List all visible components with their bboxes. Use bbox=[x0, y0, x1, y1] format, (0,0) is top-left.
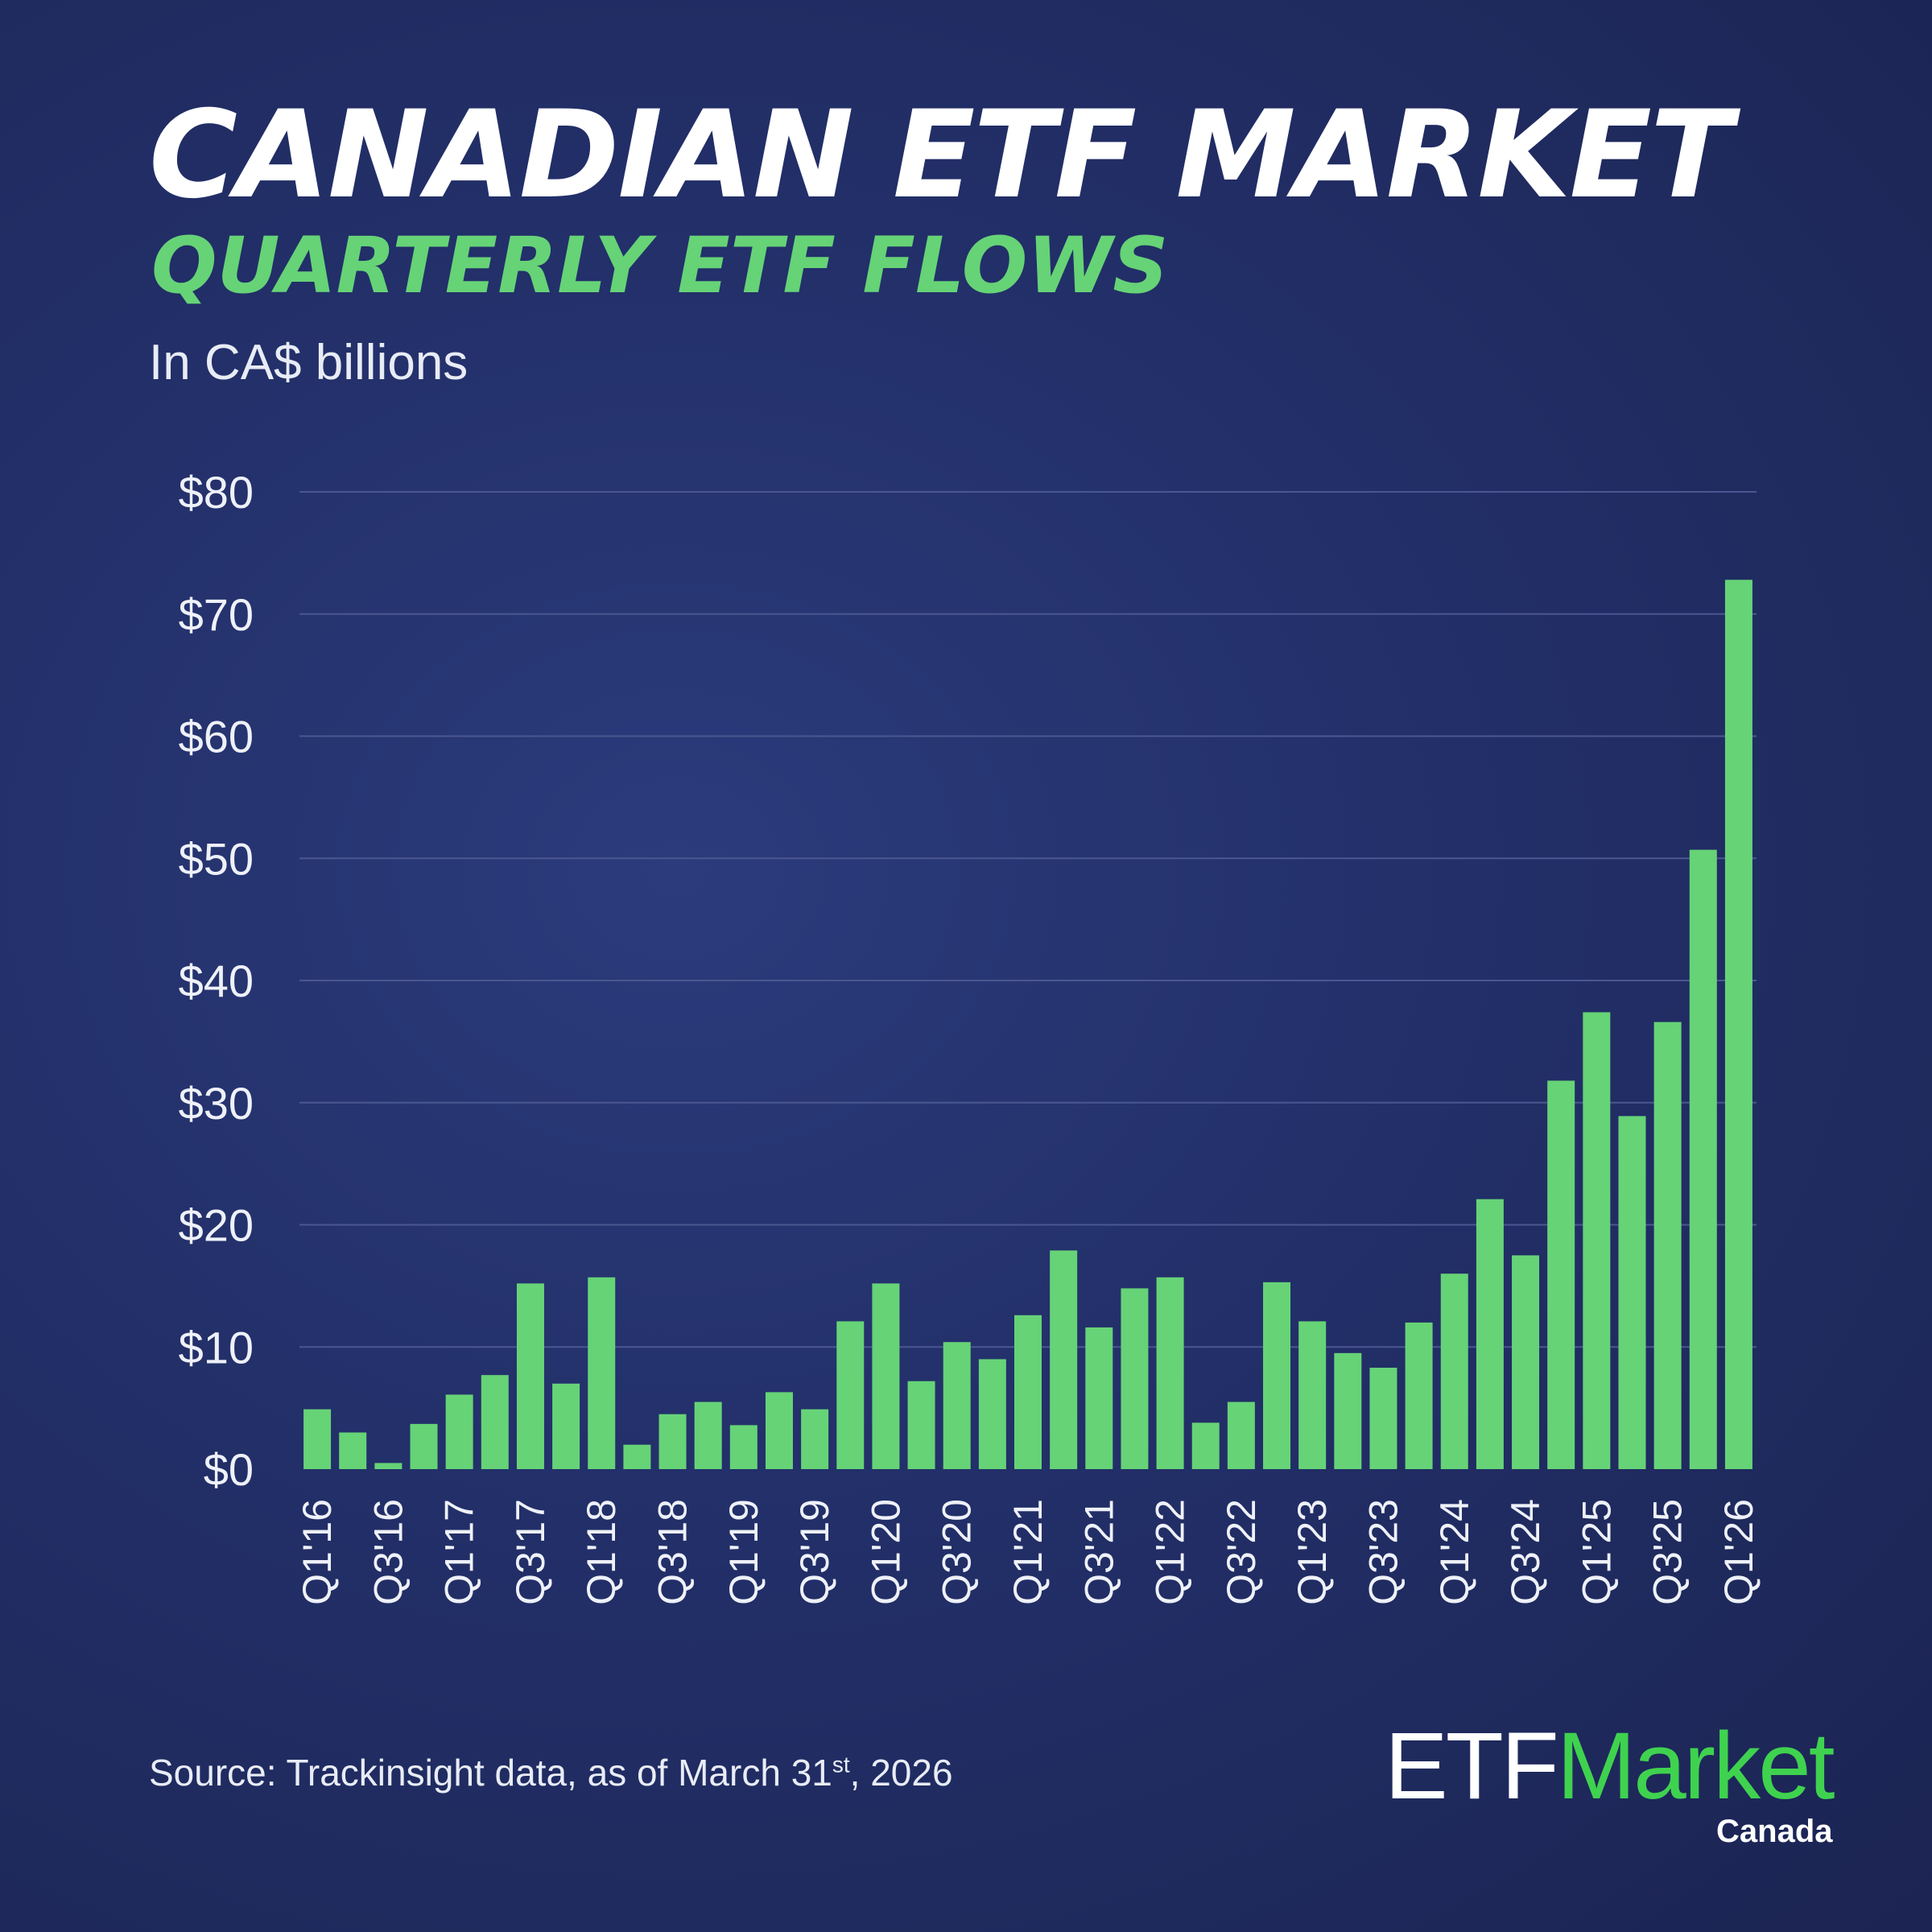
bar bbox=[1121, 1288, 1149, 1469]
bar bbox=[1014, 1315, 1042, 1469]
bar bbox=[1653, 1022, 1682, 1469]
x-tick-label: Q1'23 bbox=[1290, 1499, 1335, 1605]
y-tick-label: $60 bbox=[179, 712, 254, 762]
bar bbox=[907, 1381, 935, 1469]
x-tick-label: Q3'18 bbox=[650, 1499, 696, 1605]
bar bbox=[552, 1383, 580, 1469]
x-tick-label: Q1'16 bbox=[295, 1499, 340, 1605]
bar bbox=[658, 1414, 687, 1469]
bar bbox=[1156, 1277, 1184, 1469]
bar bbox=[1724, 580, 1752, 1469]
bar bbox=[1547, 1080, 1575, 1469]
bar bbox=[303, 1409, 332, 1469]
chart-subtitle: QUARTERLY ETF FLOWS bbox=[151, 221, 1169, 311]
logo-market: Market bbox=[1556, 1713, 1835, 1819]
bar bbox=[1369, 1368, 1397, 1469]
bar bbox=[1405, 1322, 1433, 1469]
bar bbox=[694, 1402, 722, 1469]
y-tick-label: $0 bbox=[204, 1444, 254, 1495]
x-tick-label: Q1'20 bbox=[863, 1499, 908, 1605]
bar bbox=[836, 1321, 865, 1469]
bar bbox=[1334, 1352, 1362, 1469]
bar bbox=[872, 1283, 900, 1469]
source-sup: st bbox=[832, 1752, 850, 1777]
x-tick-label: Q1'25 bbox=[1574, 1499, 1619, 1605]
y-tick-label: $80 bbox=[179, 467, 254, 518]
bar bbox=[1583, 1012, 1611, 1469]
source-note: Source: Trackinsight data, as of March 3… bbox=[149, 1751, 953, 1794]
bar bbox=[1440, 1274, 1468, 1469]
x-tick-label: Q3'25 bbox=[1645, 1499, 1690, 1605]
x-tick-label: Q3'23 bbox=[1360, 1499, 1406, 1605]
bar bbox=[1050, 1250, 1078, 1469]
x-tick-label: Q3'16 bbox=[365, 1499, 411, 1605]
x-tick-label: Q3'20 bbox=[935, 1499, 980, 1605]
bar bbox=[588, 1277, 616, 1469]
bar bbox=[445, 1394, 473, 1469]
x-tick-label: Q1'19 bbox=[721, 1499, 766, 1605]
bar bbox=[374, 1463, 402, 1469]
logo-etf: ETF bbox=[1385, 1713, 1559, 1819]
bar bbox=[1085, 1327, 1113, 1469]
bar bbox=[1191, 1422, 1220, 1469]
x-tick-label: Q3'19 bbox=[792, 1499, 837, 1605]
unit-label: In CA$ billions bbox=[149, 335, 469, 390]
bar bbox=[801, 1409, 829, 1469]
y-tick-label: $70 bbox=[179, 589, 254, 640]
y-tick-label: $40 bbox=[179, 956, 254, 1006]
x-tick-label: Q1'21 bbox=[1005, 1499, 1051, 1605]
x-tick-label: Q3'22 bbox=[1219, 1499, 1264, 1605]
bar bbox=[978, 1359, 1006, 1469]
chart-title: CANADIAN ETF MARKET bbox=[149, 85, 1732, 225]
bar bbox=[729, 1425, 758, 1469]
x-tick-label: Q1'22 bbox=[1148, 1499, 1193, 1605]
bar bbox=[765, 1392, 793, 1469]
bar bbox=[339, 1432, 367, 1469]
x-tick-label: Q1'17 bbox=[437, 1499, 482, 1605]
y-tick-label: $30 bbox=[179, 1078, 254, 1129]
source-text: Source: Trackinsight data, as of March 3… bbox=[149, 1752, 832, 1794]
bar bbox=[623, 1444, 651, 1469]
x-tick-label: Q3'24 bbox=[1503, 1499, 1548, 1605]
y-tick-label: $10 bbox=[179, 1322, 254, 1373]
bar bbox=[410, 1423, 438, 1469]
bar bbox=[1298, 1321, 1327, 1469]
bar-chart: $0 $10 $20 $30 $40 $50 $60 $70 $80 Q1'16 Q3'16 Q1'1… bbox=[179, 467, 1761, 1605]
logo-canada: Canada bbox=[1716, 1814, 1833, 1849]
bar bbox=[481, 1375, 509, 1469]
bar bbox=[1263, 1282, 1291, 1469]
y-tick-label: $20 bbox=[179, 1200, 254, 1251]
x-tick-label: Q1'26 bbox=[1716, 1499, 1761, 1605]
x-tick-label: Q1'18 bbox=[579, 1499, 624, 1605]
bar bbox=[1689, 849, 1717, 1469]
bar bbox=[943, 1342, 971, 1469]
source-date: , 2026 bbox=[849, 1752, 953, 1794]
x-tick-label: Q3'21 bbox=[1076, 1499, 1121, 1605]
bar bbox=[1476, 1199, 1504, 1469]
bar bbox=[1227, 1402, 1255, 1469]
y-tick-label: $50 bbox=[179, 833, 254, 884]
x-tick-label: Q1'24 bbox=[1432, 1499, 1477, 1605]
bar bbox=[1512, 1255, 1540, 1469]
etfmarket-logo: ETFMarket Canada bbox=[1385, 1719, 1835, 1847]
bar bbox=[516, 1283, 544, 1469]
bar bbox=[1618, 1116, 1646, 1469]
x-tick-label: Q3'17 bbox=[508, 1499, 553, 1605]
